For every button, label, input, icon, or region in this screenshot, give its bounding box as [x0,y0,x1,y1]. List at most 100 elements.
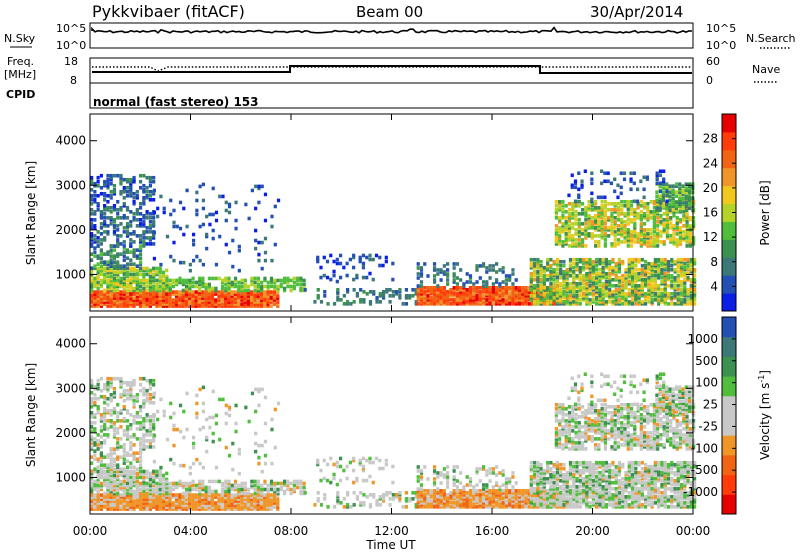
power-cell [546,263,550,268]
power-cell [629,203,634,208]
power-cell [683,292,687,296]
power-cell [604,288,609,292]
power-cell [681,192,685,197]
power-cell [116,278,120,283]
power-cell [194,284,198,289]
power-cell [672,226,676,230]
power-cell [691,199,696,204]
power-cell [689,267,693,272]
velocity-cell [103,469,107,474]
velocity-cell [93,481,97,486]
power-cell [650,284,654,288]
power-cell [691,224,696,228]
power-cell [546,257,550,262]
power-cell [561,210,565,214]
power-cell [168,278,172,283]
power-cell [597,206,601,210]
power-cell [598,261,602,266]
velocity-cell [250,507,254,511]
velocity-cell [96,473,100,478]
velocity-cell [129,465,133,469]
power-cell [148,282,152,287]
power-cell [129,232,133,236]
velocity-cell [99,475,103,480]
power-cell [678,226,683,230]
velocity-cell [171,487,176,492]
power-cell [446,268,450,272]
power-cell [475,290,479,294]
velocity-cell [125,469,130,473]
power-cell [119,189,123,194]
velocity-cell [99,495,103,499]
velocity-cell [148,439,152,443]
power-cell [158,288,162,293]
power-cell [693,279,697,284]
power-cell [608,284,612,288]
velocity-cell [90,415,94,419]
power-cell [608,300,612,304]
power-cell [90,238,94,242]
velocity-cell [103,406,107,411]
power-cell [253,288,257,293]
power-cell [598,284,602,288]
power-cell [122,268,126,273]
power-cell [211,276,215,281]
power-cell [501,280,505,284]
velocity-cell [125,427,130,431]
velocity-cell [218,397,222,402]
power-cell [90,224,94,228]
power-cell [138,260,143,264]
power-cell [693,261,697,266]
velocity-cell [227,505,231,509]
power-cell [132,175,136,180]
velocity-cell [142,485,146,490]
velocity-cell [175,485,179,490]
power-cell [132,250,136,254]
power-cell [574,238,578,242]
power-cell [446,300,450,304]
power-cell [688,244,692,248]
power-cell [90,258,94,262]
velocity-cell [169,401,173,406]
velocity-cell [109,378,113,383]
velocity-cell [205,417,209,422]
power-cell [429,288,433,292]
power-cell [119,298,123,302]
power-cell [129,238,133,242]
velocity-cell [158,507,162,511]
power-cell [567,238,572,242]
power-cell [501,302,505,306]
power-cell [442,286,446,290]
power-cell [125,248,130,252]
power-cell [182,206,186,211]
power-cell [138,280,143,285]
velocity-cell [90,441,94,445]
power-cell [632,171,636,176]
velocity-cell [138,503,143,507]
power-cell [404,302,409,306]
power-cell [542,302,546,306]
power-cell [181,278,185,283]
power-cell [152,175,156,180]
power-cell [142,240,146,244]
power-cell [227,292,231,296]
velocity-cell [259,497,264,501]
velocity-cell [259,505,264,509]
power-cell [155,292,159,296]
power-cell [103,272,107,277]
velocity-cell [174,505,179,509]
velocity-cell [106,435,110,439]
power-cell [521,294,525,298]
power-cell [142,236,146,240]
power-cell [488,302,492,306]
power-cell [636,212,640,216]
velocity-cell [99,445,103,449]
velocity-cell [378,458,382,463]
power-cell [637,286,641,290]
power-cell [529,261,533,266]
velocity-cell [135,451,139,455]
power-cell [142,187,146,192]
power-cell [155,294,159,298]
power-cell [103,268,107,273]
